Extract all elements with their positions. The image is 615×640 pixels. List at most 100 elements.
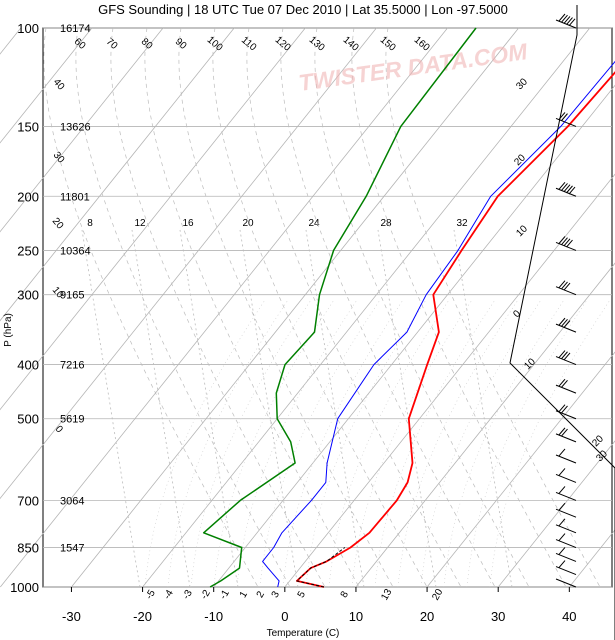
mixing-ratio-label: 32 [456, 218, 468, 229]
wind-barb-flag [558, 317, 566, 326]
height-label: 7216 [60, 360, 84, 372]
wind-barb [555, 547, 577, 562]
wind-barb [555, 560, 577, 576]
wind-barb-flag [568, 18, 576, 27]
pressure-tick-label: 700 [17, 493, 39, 508]
isotherm-gridline [0, 27, 93, 144]
dry-adiabat-line [314, 27, 530, 588]
wind-barb-flag [561, 183, 568, 191]
isotherm-gridline [213, 84, 615, 588]
dry-adiabat-line [43, 27, 259, 588]
bottom-background-label: 1 [238, 589, 251, 600]
wind-barb-flag [561, 380, 568, 388]
mixing-ratio-line [239, 229, 299, 588]
bottom-background-label: 3 [270, 589, 283, 600]
wind-barb-shaft [555, 356, 577, 366]
wind-barb-flag [558, 280, 566, 289]
temperature-tick-label: -20 [133, 609, 152, 624]
wind-barb [555, 112, 577, 127]
wind-barb [555, 280, 577, 296]
dry-adiabat-line [246, 27, 462, 588]
isotherm-gridline [0, 27, 164, 233]
wind-barb-flag [561, 405, 568, 414]
wind-barb-flag [563, 16, 571, 24]
mixing-ratio-label: 16 [182, 218, 194, 229]
wind-barb [555, 578, 577, 588]
isotherm-gridline [0, 27, 448, 588]
wind-barb-shaft [555, 19, 577, 29]
wind-barb-shaft [555, 566, 577, 576]
bottom-background-label: 5 [296, 589, 309, 600]
wind-barb-flag [561, 319, 568, 327]
wind-barb-shaft [555, 323, 577, 333]
wind-barb-flag [558, 486, 566, 494]
isotherm-gridline [497, 440, 615, 588]
height-label: 5619 [60, 414, 84, 426]
height-label: 13626 [60, 121, 91, 133]
mixing-ratio-line [377, 229, 437, 588]
wind-barb-flag [563, 238, 571, 247]
wind-barb [555, 468, 577, 483]
wind-barb-flag [558, 236, 566, 244]
wind-barb-flag [558, 181, 566, 190]
dry-adiabat-line [75, 27, 291, 588]
wind-barb [555, 404, 577, 420]
isotherm-gridline [71, 27, 519, 588]
wind-barb-flag [563, 320, 571, 328]
dry-adiabat-line [212, 27, 428, 588]
wind-barb-flag [566, 239, 573, 248]
temperature-tick-label: 30 [491, 609, 505, 624]
wind-barb-flag [558, 533, 566, 541]
wind-barb-shaft [555, 433, 577, 443]
bottom-background-label: 8 [339, 589, 352, 600]
x-axis-label: Temperature (C) [267, 628, 340, 639]
wind-barb-shaft [555, 539, 577, 549]
isotherm-gridline [426, 351, 615, 588]
mixing-ratio-label: 12 [134, 218, 146, 229]
pressure-tick-label: 200 [17, 189, 39, 204]
wind-barb-flag [558, 547, 566, 555]
mixing-ratio-line [453, 229, 513, 588]
series-layer [202, 27, 615, 588]
pressure-tick-label: 1000 [10, 580, 39, 595]
wind-barb [555, 236, 577, 251]
wind-barb-flag [566, 17, 573, 25]
mixing-ratio-label: 8 [87, 218, 93, 229]
mixing-ratio-line [131, 229, 191, 588]
wind-barb-shaft [555, 384, 577, 394]
pressure-tick-label: 300 [17, 288, 39, 303]
wind-barb-flag [558, 468, 566, 476]
wind-barb [555, 378, 577, 394]
height-label: 9165 [60, 290, 84, 302]
wind-barb-flag [558, 378, 566, 387]
pressure-tick-label: 250 [17, 243, 39, 258]
dry-adiabat-line [351, 27, 567, 588]
mixing-ratio-line [81, 229, 141, 588]
wind-barb [555, 502, 577, 518]
temperature-tick-label: 10 [349, 609, 363, 624]
wind-barb-shaft [555, 524, 577, 534]
chart-title: GFS Sounding | 18 UTC Tue 07 Dec 2010 | … [98, 2, 508, 17]
wind-barb [555, 181, 577, 197]
wind-barb-shaft [555, 117, 577, 127]
wind-barb-flag [558, 448, 566, 457]
isotherm-gridline [0, 27, 377, 500]
dewpoint-line [262, 60, 615, 588]
height-label: 10364 [60, 245, 91, 257]
isotherm-gridline [142, 27, 591, 588]
mixing-ratio-label: 20 [242, 218, 254, 229]
height-label: 11801 [60, 191, 90, 203]
isotherm-gridline [0, 27, 235, 322]
barb-layer [509, 5, 615, 640]
wind-barb-shaft [555, 187, 577, 197]
wind-barb-flag [561, 351, 568, 360]
wind-barb-flag [561, 428, 568, 437]
dry-adiabat-line [385, 27, 601, 588]
parcel-line [296, 547, 346, 588]
wind-barb-shaft [555, 286, 577, 296]
wind-barb-shaft [555, 410, 577, 420]
wind-barb-flag [561, 14, 568, 23]
